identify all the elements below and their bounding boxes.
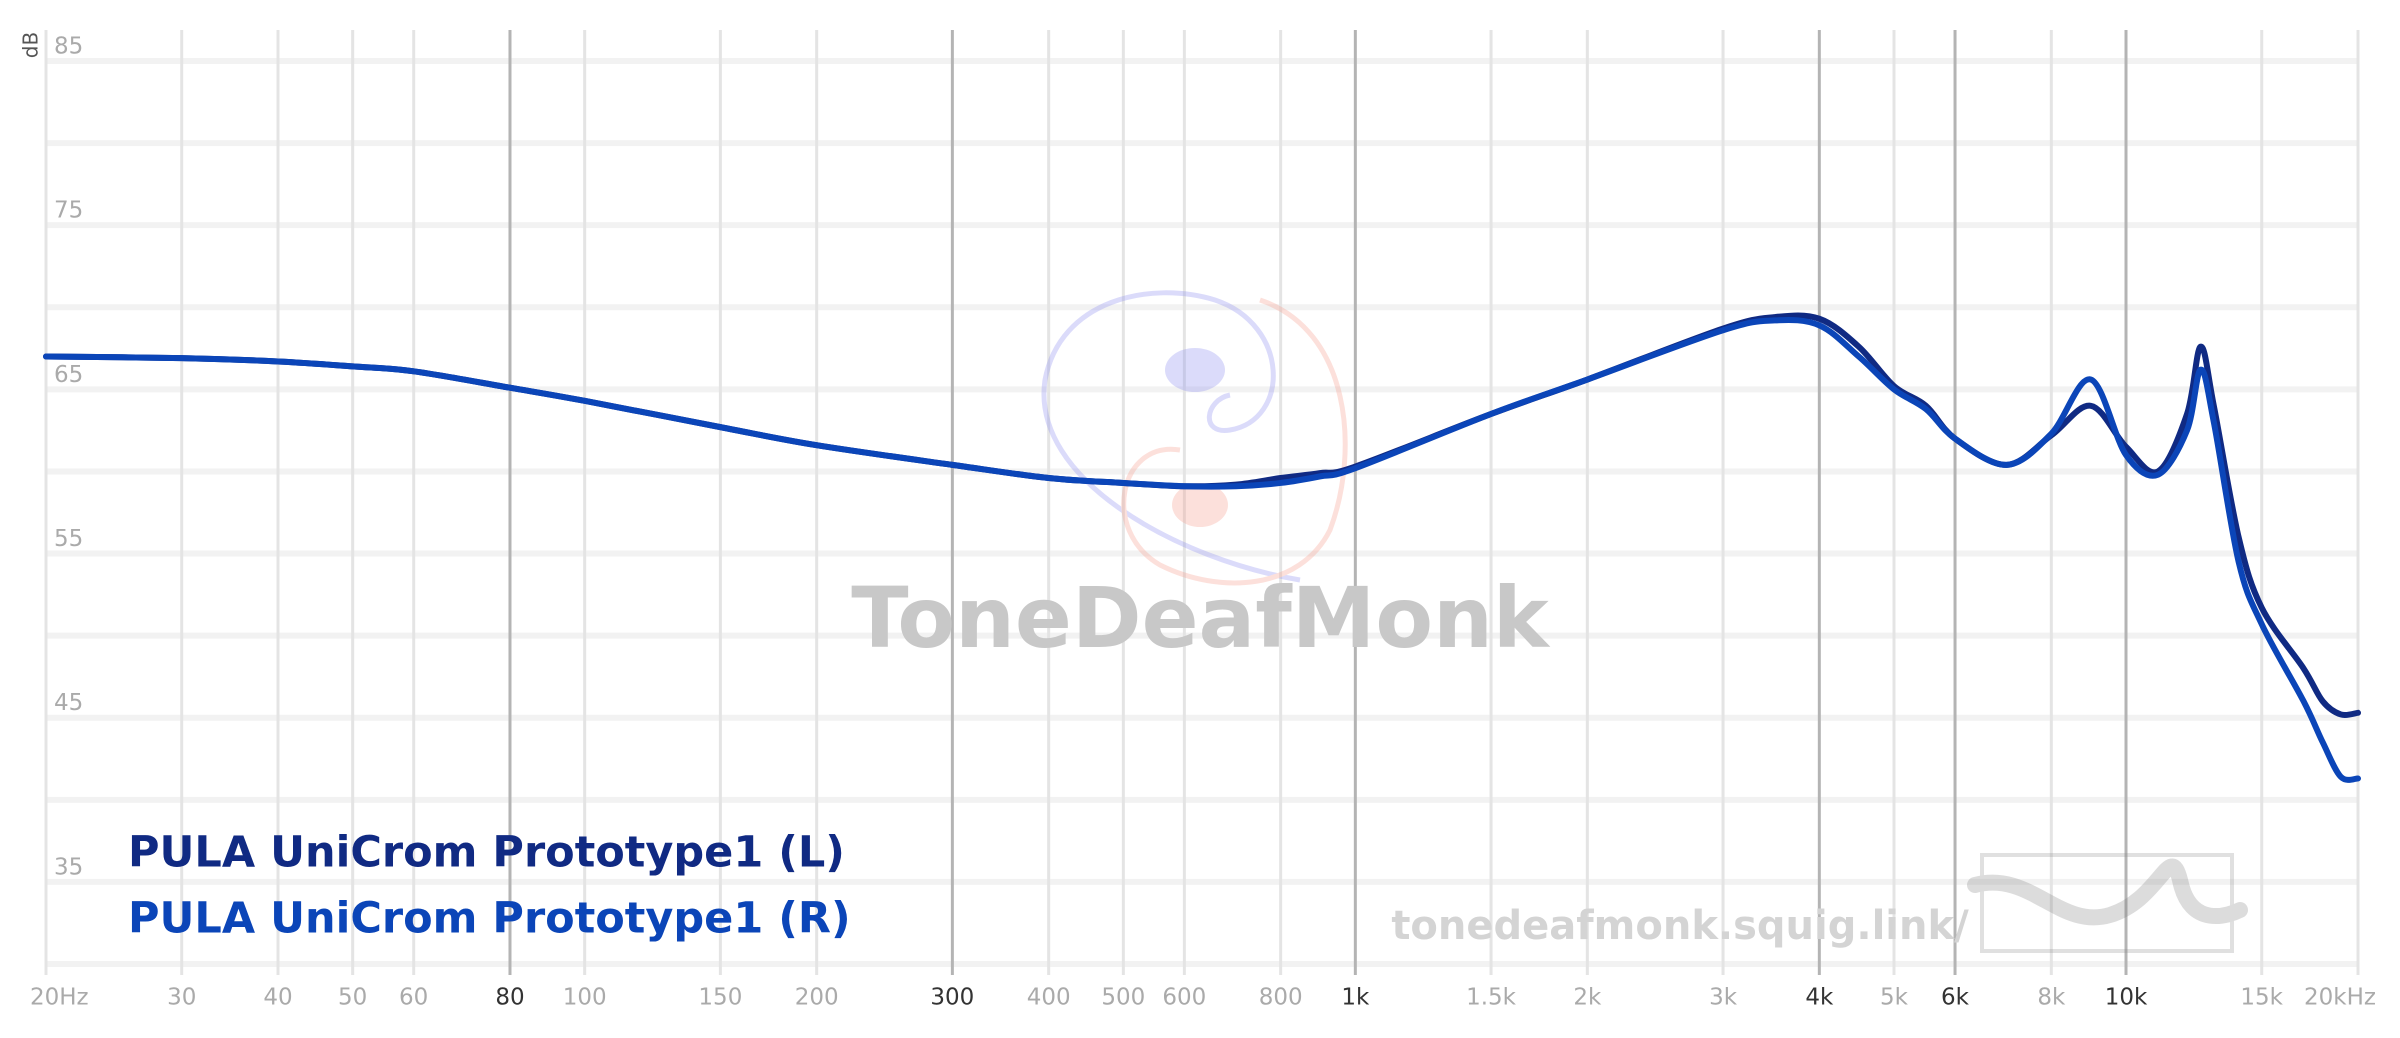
watermark: ToneDeafMonk — [851, 569, 1551, 667]
x-tick-label: 60 — [399, 985, 428, 1011]
x-tick-label: 80 — [495, 985, 524, 1011]
logo-squiggle — [1967, 858, 2248, 926]
x-tick-label: 8k — [2037, 985, 2066, 1011]
x-tick-label: 500 — [1101, 985, 1145, 1011]
x-tick-label: 200 — [795, 985, 839, 1011]
x-tick-label: 40 — [263, 985, 292, 1011]
y-tick-label: 85 — [54, 34, 83, 60]
x-tick-label: 2k — [1573, 985, 1602, 1011]
x-tick-label: 5k — [1880, 985, 1909, 1011]
x-tick-label: 4k — [1805, 985, 1834, 1011]
logo — [1041, 290, 1348, 586]
x-tick-label: 300 — [930, 985, 974, 1011]
grid — [44, 30, 2360, 975]
x-tick-label: 100 — [563, 985, 607, 1011]
logo-stroke — [1121, 297, 1348, 586]
x-tick-label: 20Hz — [30, 985, 89, 1011]
y-tick-label: 65 — [54, 362, 83, 388]
x-tick-label: 1k — [1341, 985, 1370, 1011]
x-tick-label: 20kHz — [2304, 985, 2376, 1011]
x-tick-label: 50 — [338, 985, 367, 1011]
y-tick-label: 45 — [54, 690, 83, 716]
y-tick-label: 35 — [54, 854, 83, 880]
y-axis-label: dB — [19, 32, 43, 58]
x-tick-label: 150 — [698, 985, 742, 1011]
series-line — [43, 316, 2361, 783]
logo-blob — [1165, 348, 1225, 392]
logo-blob — [1172, 483, 1228, 527]
x-tick-label: 400 — [1027, 985, 1071, 1011]
legend-label: PULA UniCrom Prototype1 (L) — [128, 828, 845, 878]
x-tick-label: 600 — [1162, 985, 1206, 1011]
y-tick-label: 75 — [54, 198, 83, 224]
legend-label: PULA UniCrom Prototype1 (R) — [128, 894, 851, 944]
x-tick-label: 10k — [2105, 985, 2148, 1011]
x-tick-label: 30 — [167, 985, 196, 1011]
logo-box — [1980, 853, 2234, 953]
logo-stroke — [1041, 290, 1301, 583]
x-tick-label: 6k — [1941, 985, 1970, 1011]
y-tick-label: 55 — [54, 526, 83, 552]
x-tick-label: 15k — [2240, 985, 2283, 1011]
x-tick-label: 3k — [1709, 985, 1738, 1011]
x-tick-label: 800 — [1259, 985, 1303, 1011]
squig-logo — [1967, 853, 2248, 953]
watermark-url: tonedeafmonk.squig.link/ — [1391, 903, 1969, 949]
x-tick-label: 1.5k — [1466, 985, 1517, 1011]
